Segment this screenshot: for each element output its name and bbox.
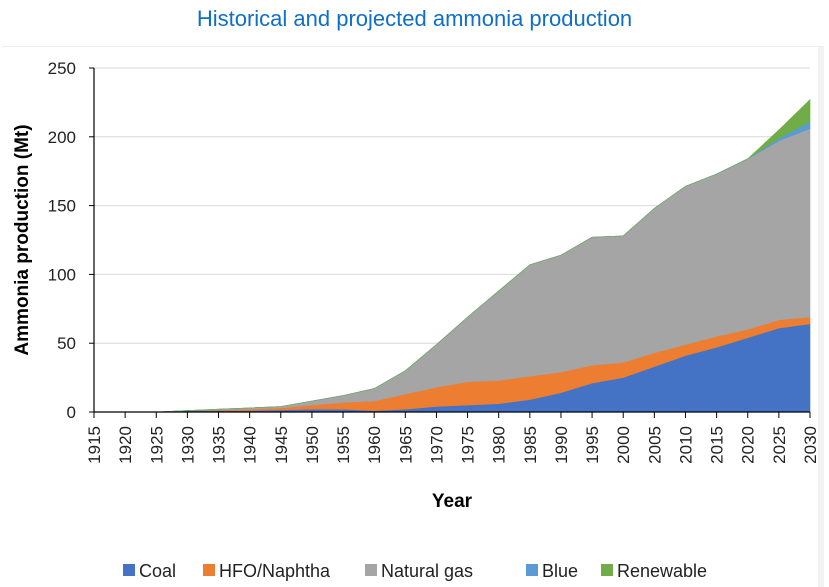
y-tick-label: 150 [48, 197, 76, 216]
x-tick-labels: 1915 1920 1925 1930 1935 1940 1945 1950 1955 1960… [85, 426, 820, 464]
x-tick-label: 2005 [645, 426, 664, 464]
y-axis-title: Ammonia production (Mt) [12, 124, 33, 355]
y-tick-label: 200 [48, 128, 76, 147]
x-tick-label: 1985 [521, 426, 540, 464]
legend-item: Renewable [601, 561, 707, 581]
x-tick-label: 1990 [552, 426, 571, 464]
x-tick-label: 1980 [490, 426, 509, 464]
y-tick-label: 50 [57, 334, 76, 353]
y-tick-labels: 0 50 100 150 200 250 [48, 59, 76, 422]
x-tick-label: 2015 [708, 426, 727, 464]
x-axis-title: Year [432, 491, 473, 512]
chart-frame [2, 46, 824, 587]
legend-item: HFO/Naphtha [203, 561, 331, 581]
x-tick-label: 1940 [241, 426, 260, 464]
x-tick-label: 1945 [272, 426, 291, 464]
legend-label: Coal [139, 561, 176, 581]
legend: Coal HFO/Naphtha Natural gas Blue Renewable [123, 561, 707, 581]
x-tick-label: 1915 [85, 426, 104, 464]
y-tick-label: 250 [48, 59, 76, 78]
legend-label: Natural gas [381, 561, 473, 581]
x-tick-label: 1950 [303, 426, 322, 464]
x-tick-label: 1935 [210, 426, 229, 464]
legend-item: Blue [526, 561, 578, 581]
x-tick-label: 1970 [427, 426, 446, 464]
x-tick-label: 1960 [365, 426, 384, 464]
legend-label: HFO/Naphtha [219, 561, 331, 581]
x-tick-label: 1975 [459, 426, 478, 464]
x-tick-label: 1930 [178, 426, 197, 464]
x-tick-label: 1965 [396, 426, 415, 464]
x-tick-label: 2030 [801, 426, 820, 464]
x-tick-label: 2025 [770, 426, 789, 464]
legend-item: Coal [123, 561, 176, 581]
x-tick-label: 1925 [147, 426, 166, 464]
x-tick-label: 1920 [116, 426, 135, 464]
axes [89, 67, 811, 418]
x-tick-label: 1955 [334, 426, 353, 464]
legend-swatch [203, 564, 215, 576]
chart-title: Historical and projected ammonia product… [196, 6, 633, 31]
area-series [94, 98, 811, 413]
y-tick-label: 100 [48, 265, 76, 284]
legend-label: Blue [542, 561, 578, 581]
legend-item: Natural gas [365, 561, 473, 581]
x-tick-label: 2000 [614, 426, 633, 464]
legend-swatch [365, 564, 377, 576]
legend-label: Renewable [617, 561, 707, 581]
x-tick-label: 1995 [583, 426, 602, 464]
x-tick-label: 2010 [676, 426, 695, 464]
x-tick-label: 2020 [739, 426, 758, 464]
area-renewable [94, 98, 811, 413]
legend-swatch [123, 564, 135, 576]
y-tick-label: 0 [67, 403, 76, 422]
legend-swatch [601, 564, 613, 576]
legend-swatch [526, 564, 538, 576]
